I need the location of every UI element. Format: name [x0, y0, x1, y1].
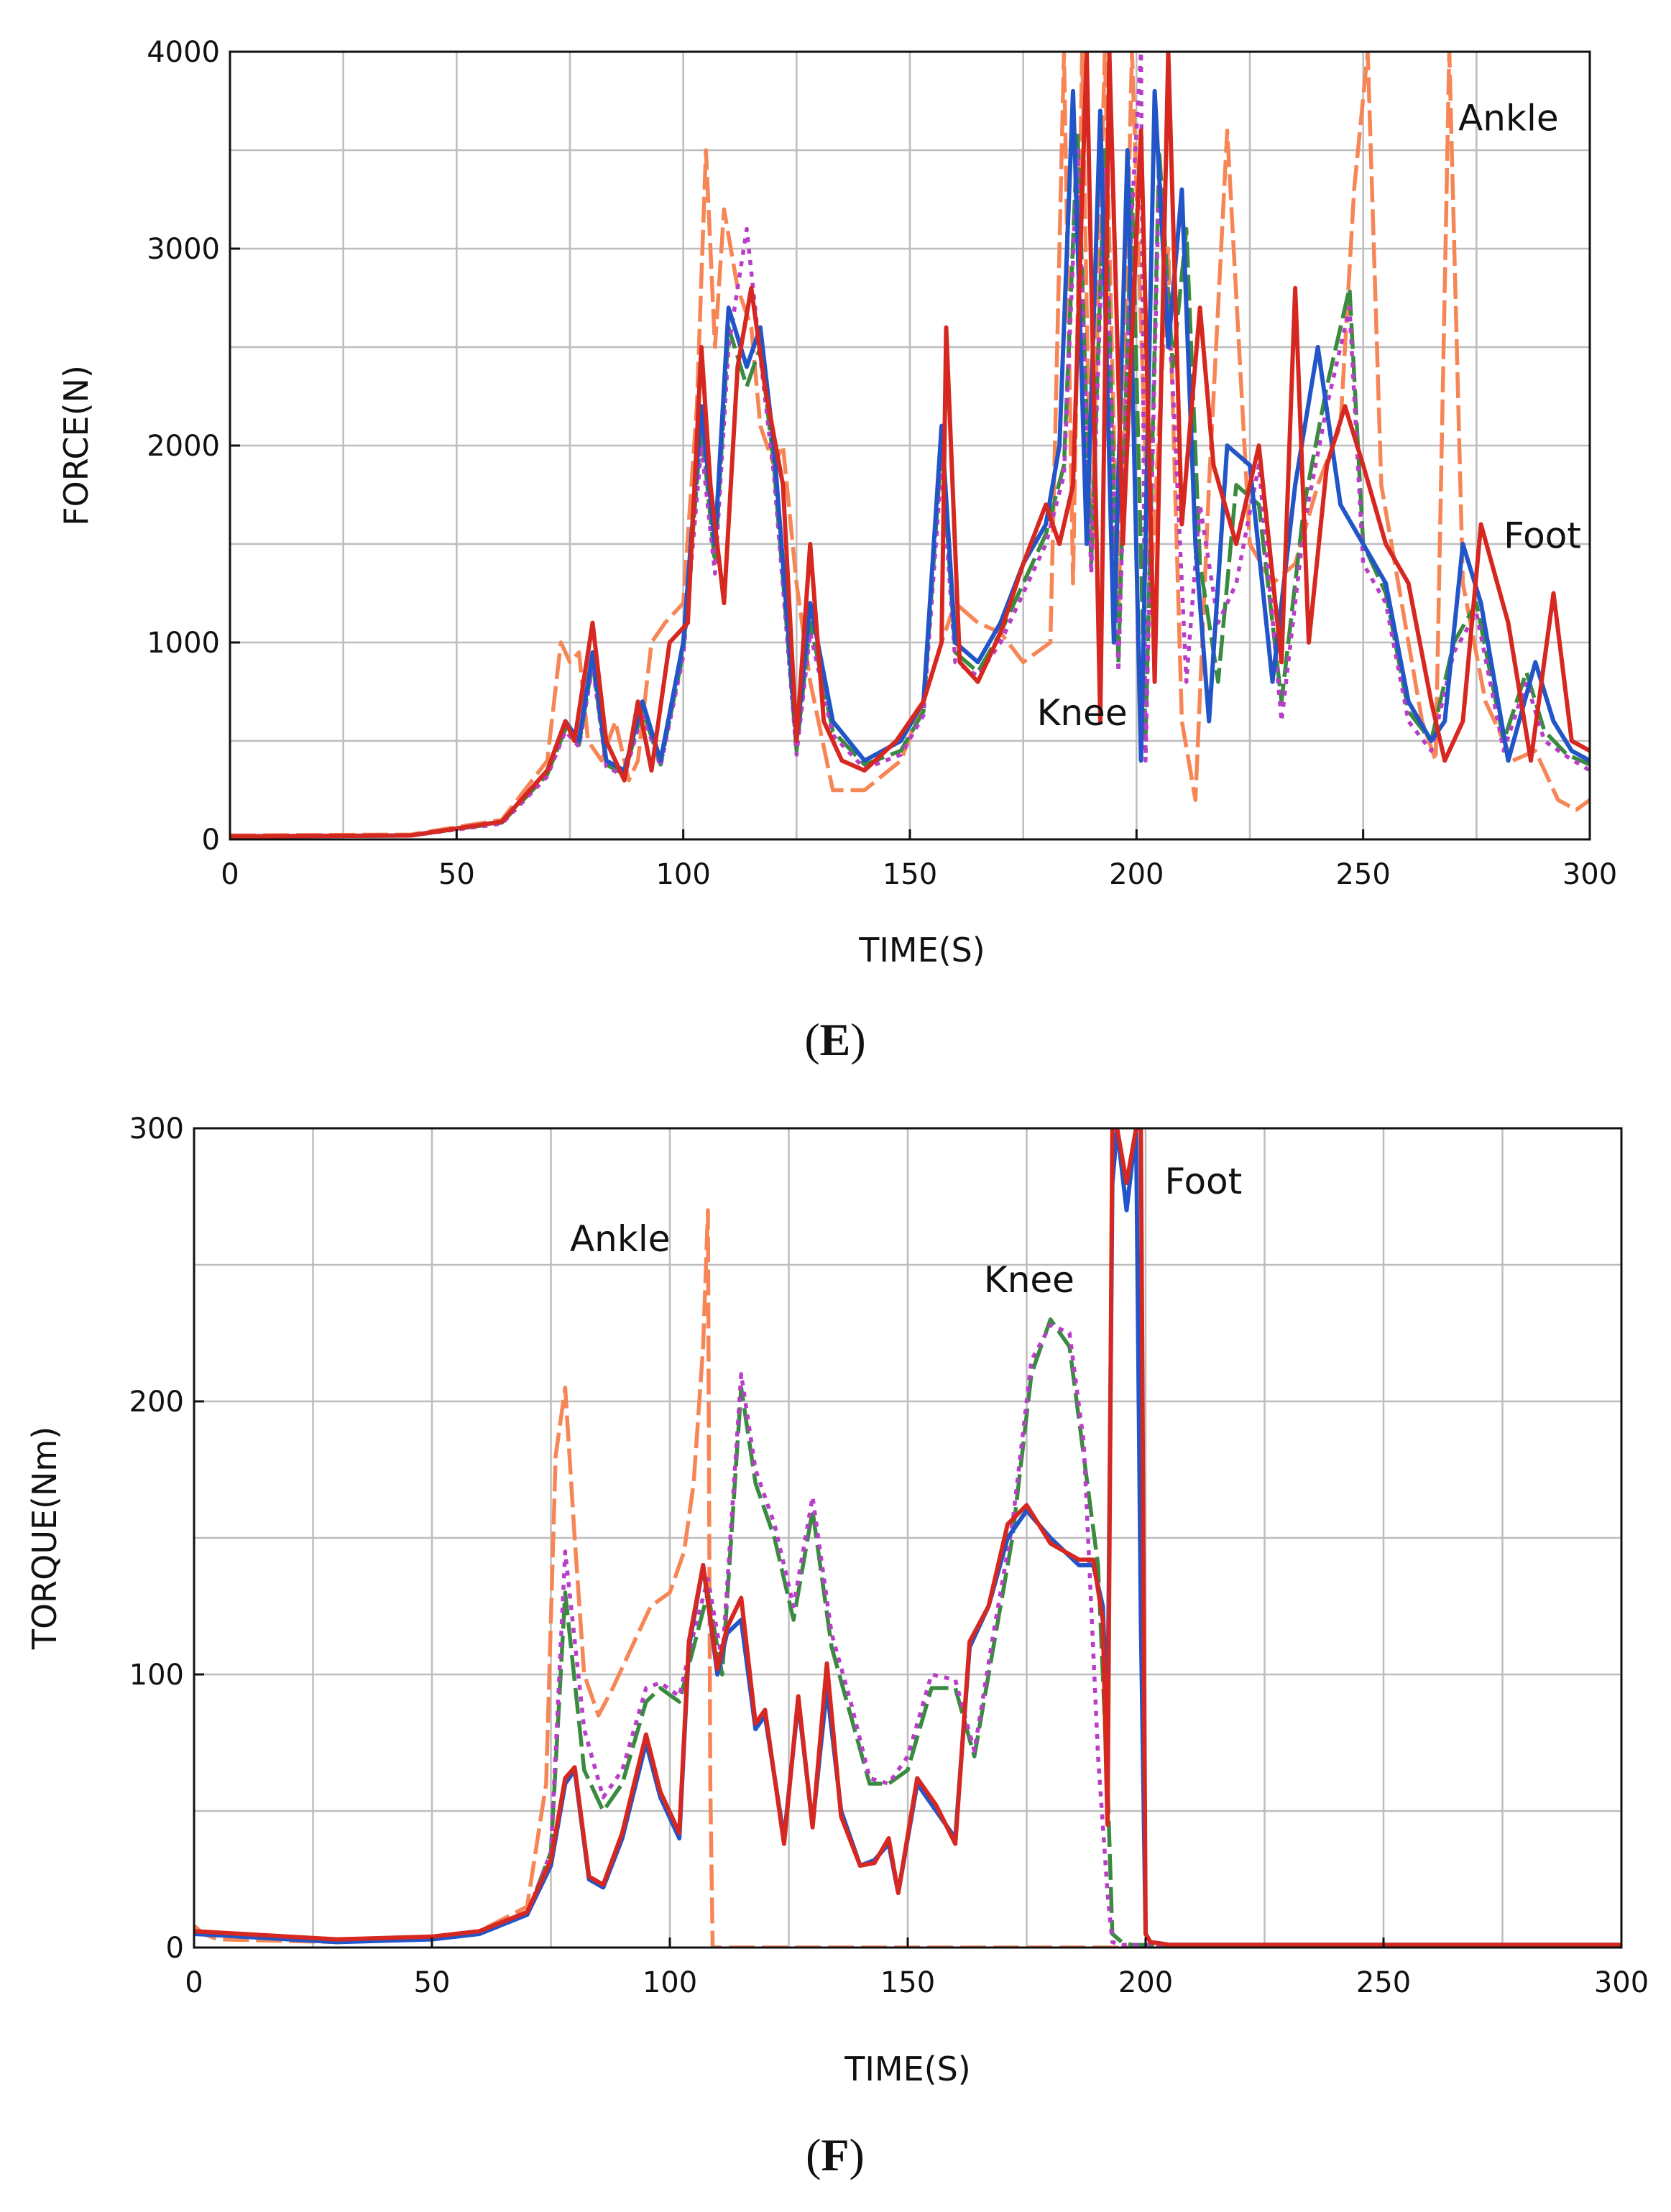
force-x-tick-label-150: 150	[883, 858, 937, 891]
torque-x-tick-label-50: 50	[414, 1966, 451, 1999]
torque-grid	[194, 1128, 1621, 1948]
panel-e-letter: E	[820, 1014, 851, 1065]
force-x-tick-label-300: 300	[1562, 858, 1617, 891]
force-series-foot	[230, 52, 1590, 839]
force-y-tick-label-4000: 4000	[147, 36, 220, 69]
force-annotation-knee: Knee	[1037, 692, 1128, 734]
force-x-tick-label-200: 200	[1109, 858, 1164, 891]
panel-f-close-paren: )	[850, 2129, 865, 2180]
panel-e-close-paren: )	[850, 1014, 865, 1065]
torque-x-axis-label: TIME(S)	[844, 2050, 971, 2088]
torque-x-tick-label-300: 300	[1594, 1966, 1649, 1999]
torque-annotation-knee: Knee	[984, 1259, 1074, 1301]
force-y-axis-label: FORCE(N)	[57, 365, 96, 526]
torque-annotation-ankle: Ankle	[570, 1218, 671, 1260]
panel-label-e: (E)	[804, 1014, 865, 1065]
torque-x-tick-label-200: 200	[1118, 1966, 1173, 1999]
force-series-ankle	[230, 52, 1590, 838]
torque-y-tick-label-100: 100	[129, 1659, 184, 1692]
force-annotation-ankle: Ankle	[1458, 98, 1559, 139]
force-y-tick-label-0: 0	[202, 824, 220, 857]
torque-x-tick-label-150: 150	[880, 1966, 935, 1999]
panel-label-f: (F)	[806, 2129, 865, 2180]
force-annotations: Ankle Foot Knee	[1037, 98, 1581, 734]
torque-x-tick-label-0: 0	[185, 1966, 203, 1999]
torque-y-tick-label-200: 200	[129, 1386, 184, 1419]
torque-x-tick-label-100: 100	[643, 1966, 697, 1999]
force-x-tick-label-50: 50	[438, 858, 475, 891]
panel-e-open-paren: (	[804, 1014, 819, 1065]
torque-series-purple	[194, 1322, 1621, 1947]
torque-chart: 0 50 100 150 200 250 300 0 100 200 300 Ankle Knee Fo…	[25, 1112, 1649, 2180]
torque-series-group	[194, 1128, 1621, 1948]
force-y-tick-label-1000: 1000	[147, 627, 220, 660]
force-x-tick-label-0: 0	[221, 858, 239, 891]
force-x-tick-label-250: 250	[1335, 858, 1390, 891]
force-series-group	[230, 52, 1590, 839]
torque-y-axis-label: TORQUE(Nm)	[25, 1427, 64, 1650]
panel-f-open-paren: (	[806, 2129, 821, 2180]
panel-f-letter: F	[821, 2129, 849, 2180]
force-y-tick-label-2000: 2000	[147, 430, 220, 463]
force-annotation-foot: Foot	[1504, 515, 1581, 556]
force-x-tick-label-100: 100	[655, 858, 710, 891]
force-series-purple	[230, 52, 1590, 839]
force-y-tick-label-3000: 3000	[147, 233, 220, 266]
torque-annotations: Ankle Knee Foot	[570, 1161, 1242, 1301]
force-series-knee	[230, 88, 1590, 839]
torque-y-tick-label-0: 0	[166, 1932, 184, 1965]
torque-series-foot	[194, 1128, 1621, 1948]
torque-tick-labels: 0 50 100 150 200 250 300 0 100 200 300	[129, 1112, 1649, 1999]
torque-annotation-foot: Foot	[1164, 1161, 1242, 1202]
torque-y-tick-label-300: 300	[129, 1112, 184, 1146]
torque-x-tick-label-250: 250	[1356, 1966, 1411, 1999]
force-x-axis-label: TIME(S)	[858, 931, 985, 969]
